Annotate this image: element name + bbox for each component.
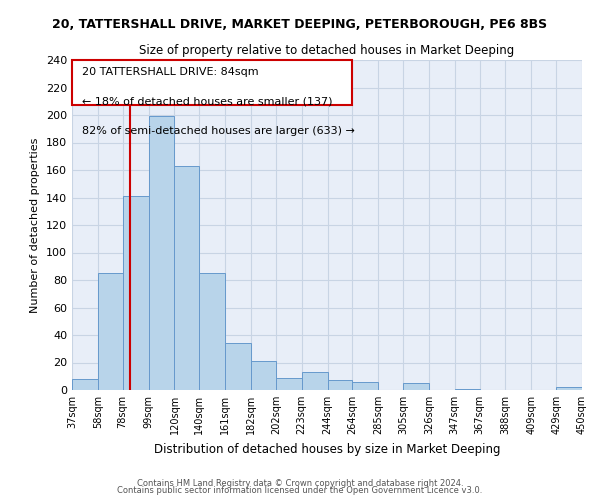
Title: Size of property relative to detached houses in Market Deeping: Size of property relative to detached ho… (139, 44, 515, 58)
X-axis label: Distribution of detached houses by size in Market Deeping: Distribution of detached houses by size … (154, 442, 500, 456)
Bar (175, 166, 199, 390)
Bar (251, 361, 276, 390)
Bar (199, 273, 225, 390)
Text: Contains public sector information licensed under the Open Government Licence v3: Contains public sector information licen… (118, 486, 482, 495)
Bar (352, 382, 378, 390)
Bar (403, 383, 429, 390)
Bar (122, 196, 149, 390)
Bar (328, 380, 352, 390)
Bar (276, 378, 302, 390)
Bar (72, 379, 98, 390)
Bar (149, 116, 175, 390)
Bar (455, 388, 479, 390)
Bar (98, 273, 122, 390)
FancyBboxPatch shape (72, 60, 352, 106)
Text: ← 18% of detached houses are smaller (137): ← 18% of detached houses are smaller (13… (82, 96, 332, 106)
Bar (302, 372, 328, 390)
Text: Contains HM Land Registry data © Crown copyright and database right 2024.: Contains HM Land Registry data © Crown c… (137, 478, 463, 488)
Y-axis label: Number of detached properties: Number of detached properties (31, 138, 40, 312)
Bar (225, 343, 251, 390)
Text: 82% of semi-detached houses are larger (633) →: 82% of semi-detached houses are larger (… (82, 126, 355, 136)
Text: 20, TATTERSHALL DRIVE, MARKET DEEPING, PETERBOROUGH, PE6 8BS: 20, TATTERSHALL DRIVE, MARKET DEEPING, P… (52, 18, 548, 30)
Text: 20 TATTERSHALL DRIVE: 84sqm: 20 TATTERSHALL DRIVE: 84sqm (82, 66, 259, 76)
Bar (556, 387, 582, 390)
